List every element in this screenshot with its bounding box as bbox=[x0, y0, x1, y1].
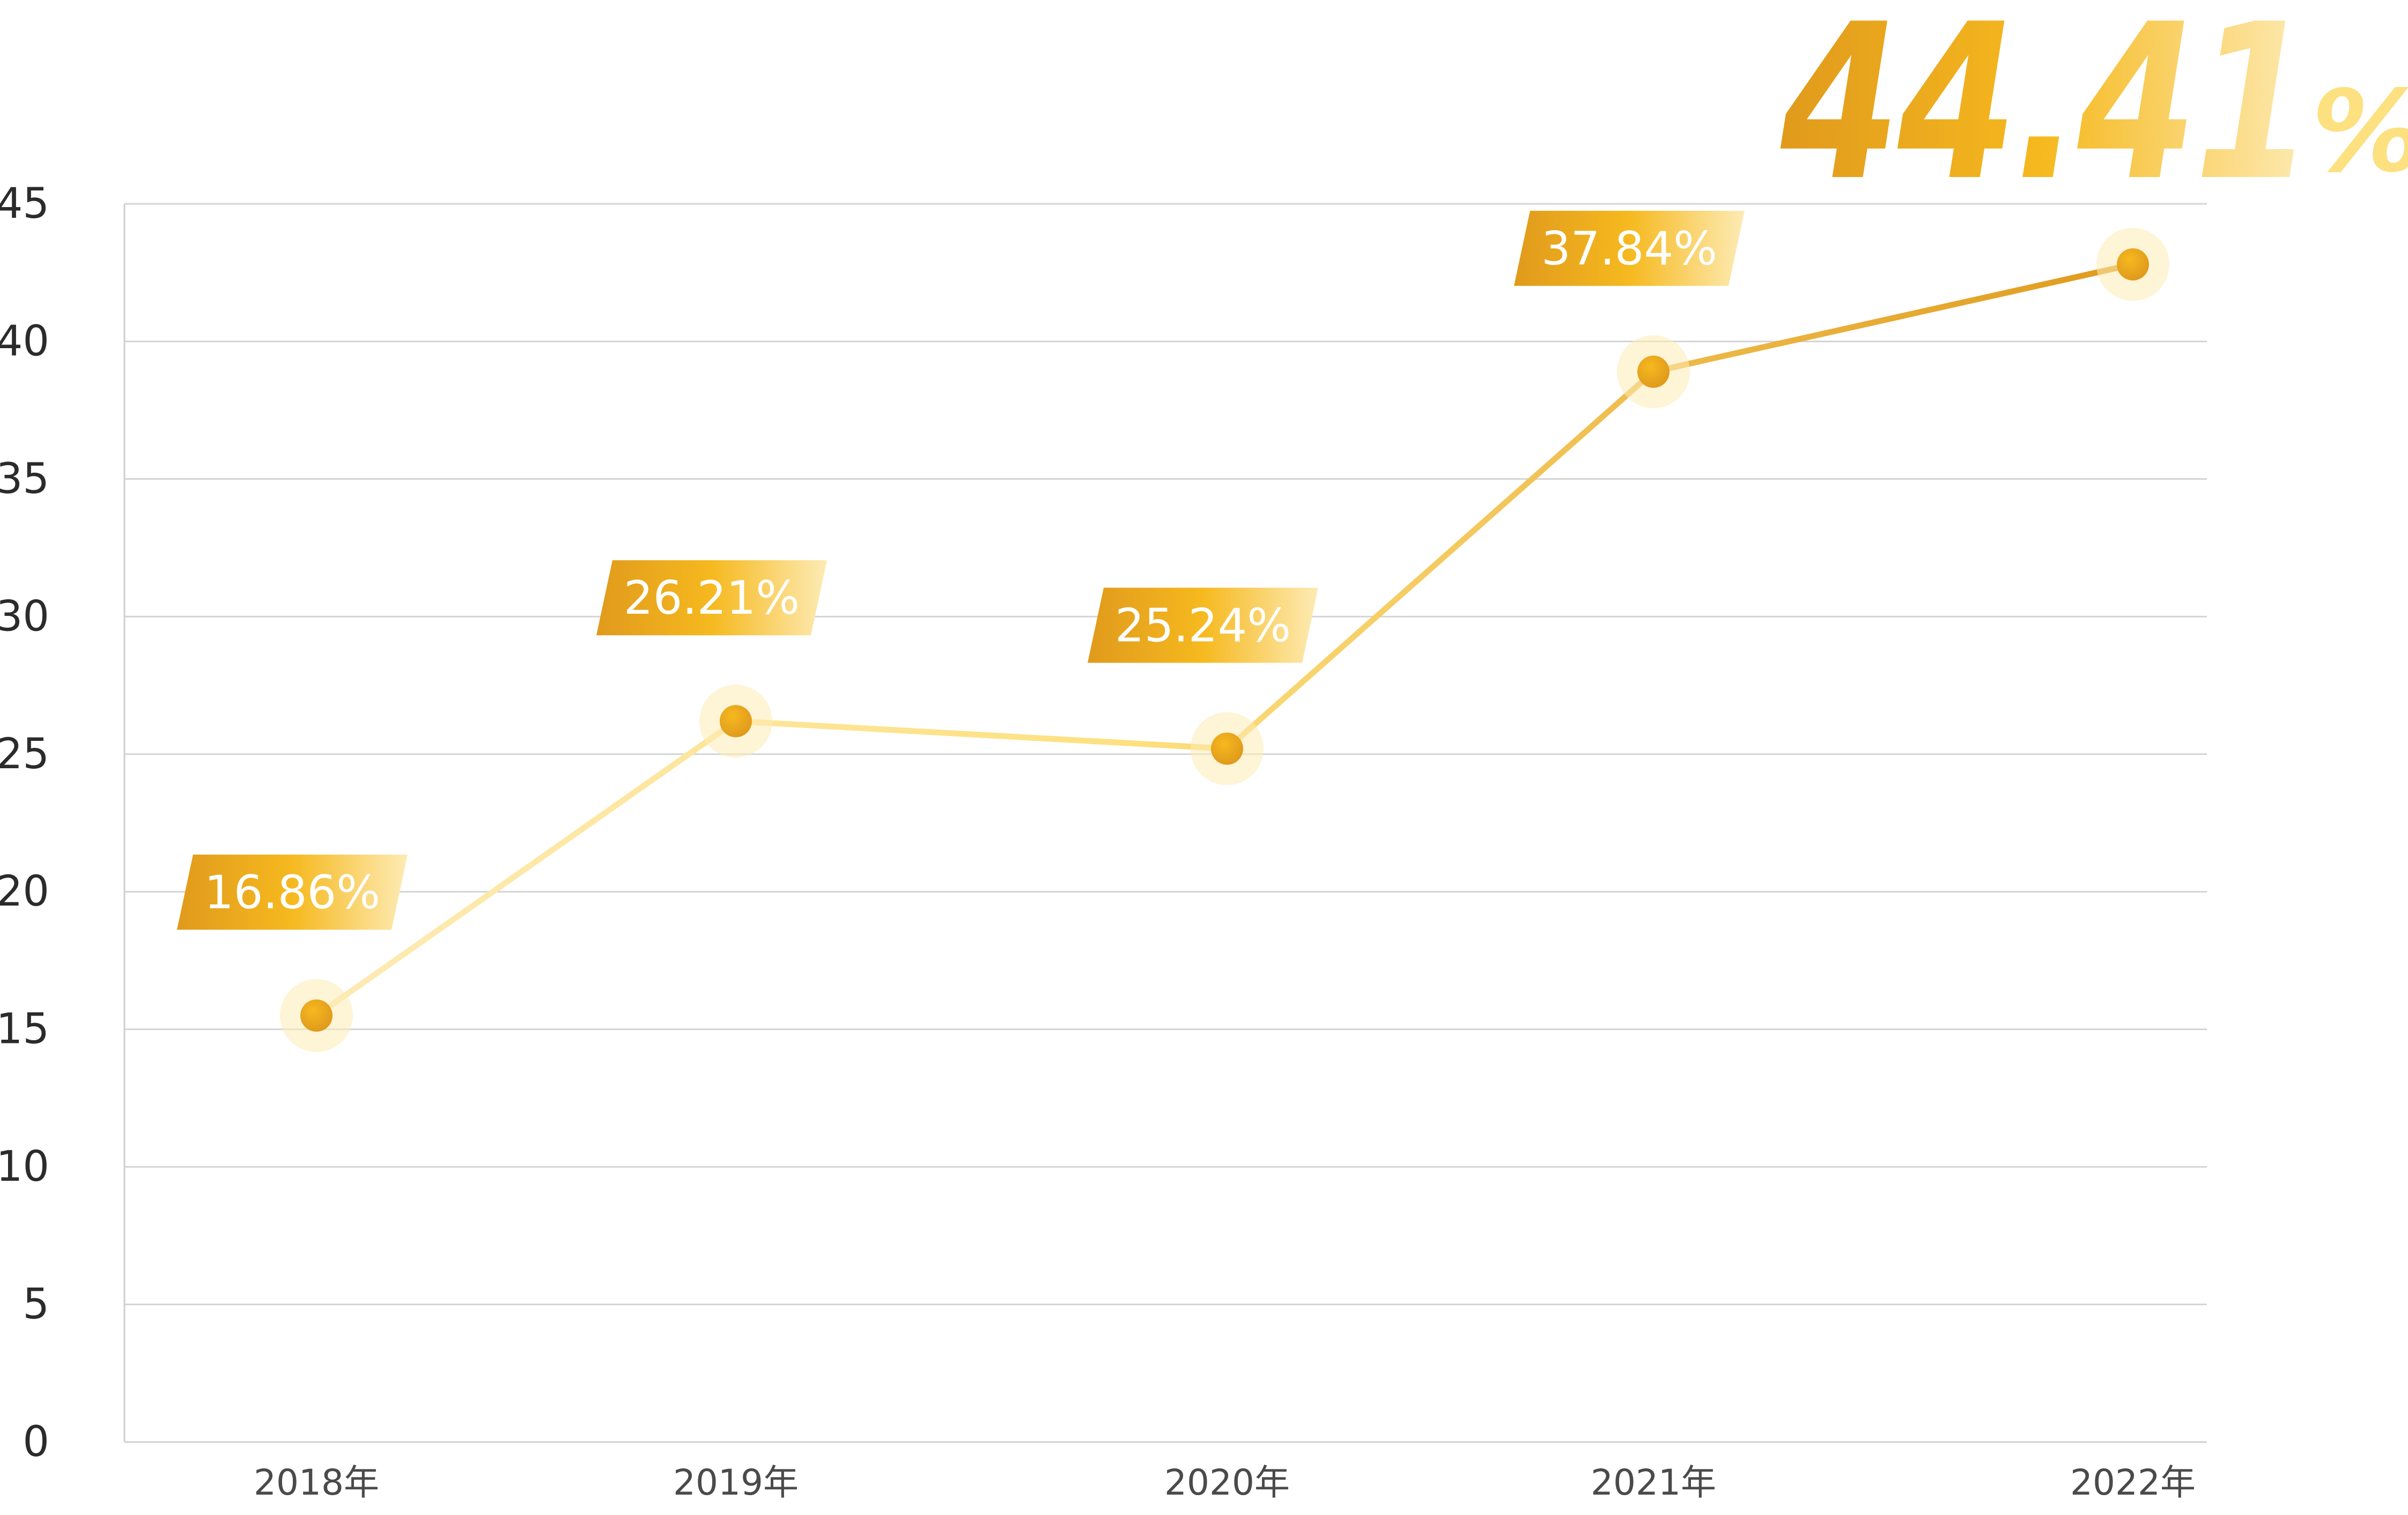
y-tick-label: 45 bbox=[0, 180, 49, 228]
data-point-marker bbox=[300, 999, 333, 1032]
data-point bbox=[699, 685, 772, 758]
data-label-tag bbox=[177, 855, 408, 930]
data-label: 26.21% bbox=[596, 560, 827, 636]
y-tick-label: 5 bbox=[23, 1281, 49, 1329]
x-tick-label: 2022年 bbox=[2070, 1462, 2196, 1503]
y-tick-label: 10 bbox=[0, 1143, 49, 1191]
x-tick-label: 2019年 bbox=[673, 1462, 799, 1503]
data-labels: 16.86% 26.21% 25.24% 37.84% bbox=[177, 210, 1745, 930]
data-point bbox=[2096, 227, 2169, 301]
y-tick-label: 40 bbox=[0, 317, 49, 365]
data-point bbox=[1191, 712, 1264, 785]
data-point-marker bbox=[2117, 248, 2149, 281]
data-label-text: 16.86% bbox=[204, 866, 380, 920]
y-axis-ticks: 0 5 10 15 20 25 30 35 40 45 bbox=[0, 180, 49, 1466]
data-label-tag bbox=[1088, 587, 1318, 663]
axes bbox=[123, 204, 2207, 1443]
x-tick-label: 2018年 bbox=[254, 1462, 379, 1503]
data-point bbox=[280, 979, 353, 1053]
y-tick-label: 35 bbox=[0, 455, 49, 503]
data-points bbox=[280, 227, 2169, 1053]
data-label: 25.24% bbox=[1088, 587, 1318, 663]
x-tick-label: 2020年 bbox=[1164, 1462, 1290, 1503]
data-label-text: 37.84% bbox=[1541, 222, 1717, 276]
highlight-percent-sign: % bbox=[2311, 66, 2408, 197]
x-tick-label: 2021年 bbox=[1591, 1462, 1716, 1503]
y-tick-label: 30 bbox=[0, 592, 49, 641]
data-label-text: 25.24% bbox=[1115, 599, 1291, 653]
data-label-tag bbox=[596, 560, 827, 636]
y-tick-label: 15 bbox=[0, 1005, 49, 1054]
grid-lines bbox=[124, 203, 2207, 1306]
y-tick-label: 0 bbox=[23, 1418, 49, 1466]
y-tick-label: 20 bbox=[0, 867, 49, 916]
data-point bbox=[1617, 335, 1690, 408]
data-point-marker bbox=[1211, 732, 1243, 765]
data-point-marker bbox=[1637, 355, 1670, 388]
data-label: 16.86% bbox=[177, 855, 408, 930]
highlight-number: 44.41 bbox=[1778, 0, 2311, 228]
data-point-marker bbox=[720, 705, 752, 738]
data-label-text: 26.21% bbox=[624, 571, 800, 625]
y-tick-label: 25 bbox=[0, 730, 49, 778]
highlight-value: 44.41 % bbox=[1778, 0, 2408, 228]
x-axis-ticks: 2018年 2019年 2020年 2021年 2022年 bbox=[254, 1462, 2196, 1503]
data-label: 37.84% bbox=[1514, 210, 1745, 286]
data-label-tag bbox=[1514, 210, 1745, 286]
